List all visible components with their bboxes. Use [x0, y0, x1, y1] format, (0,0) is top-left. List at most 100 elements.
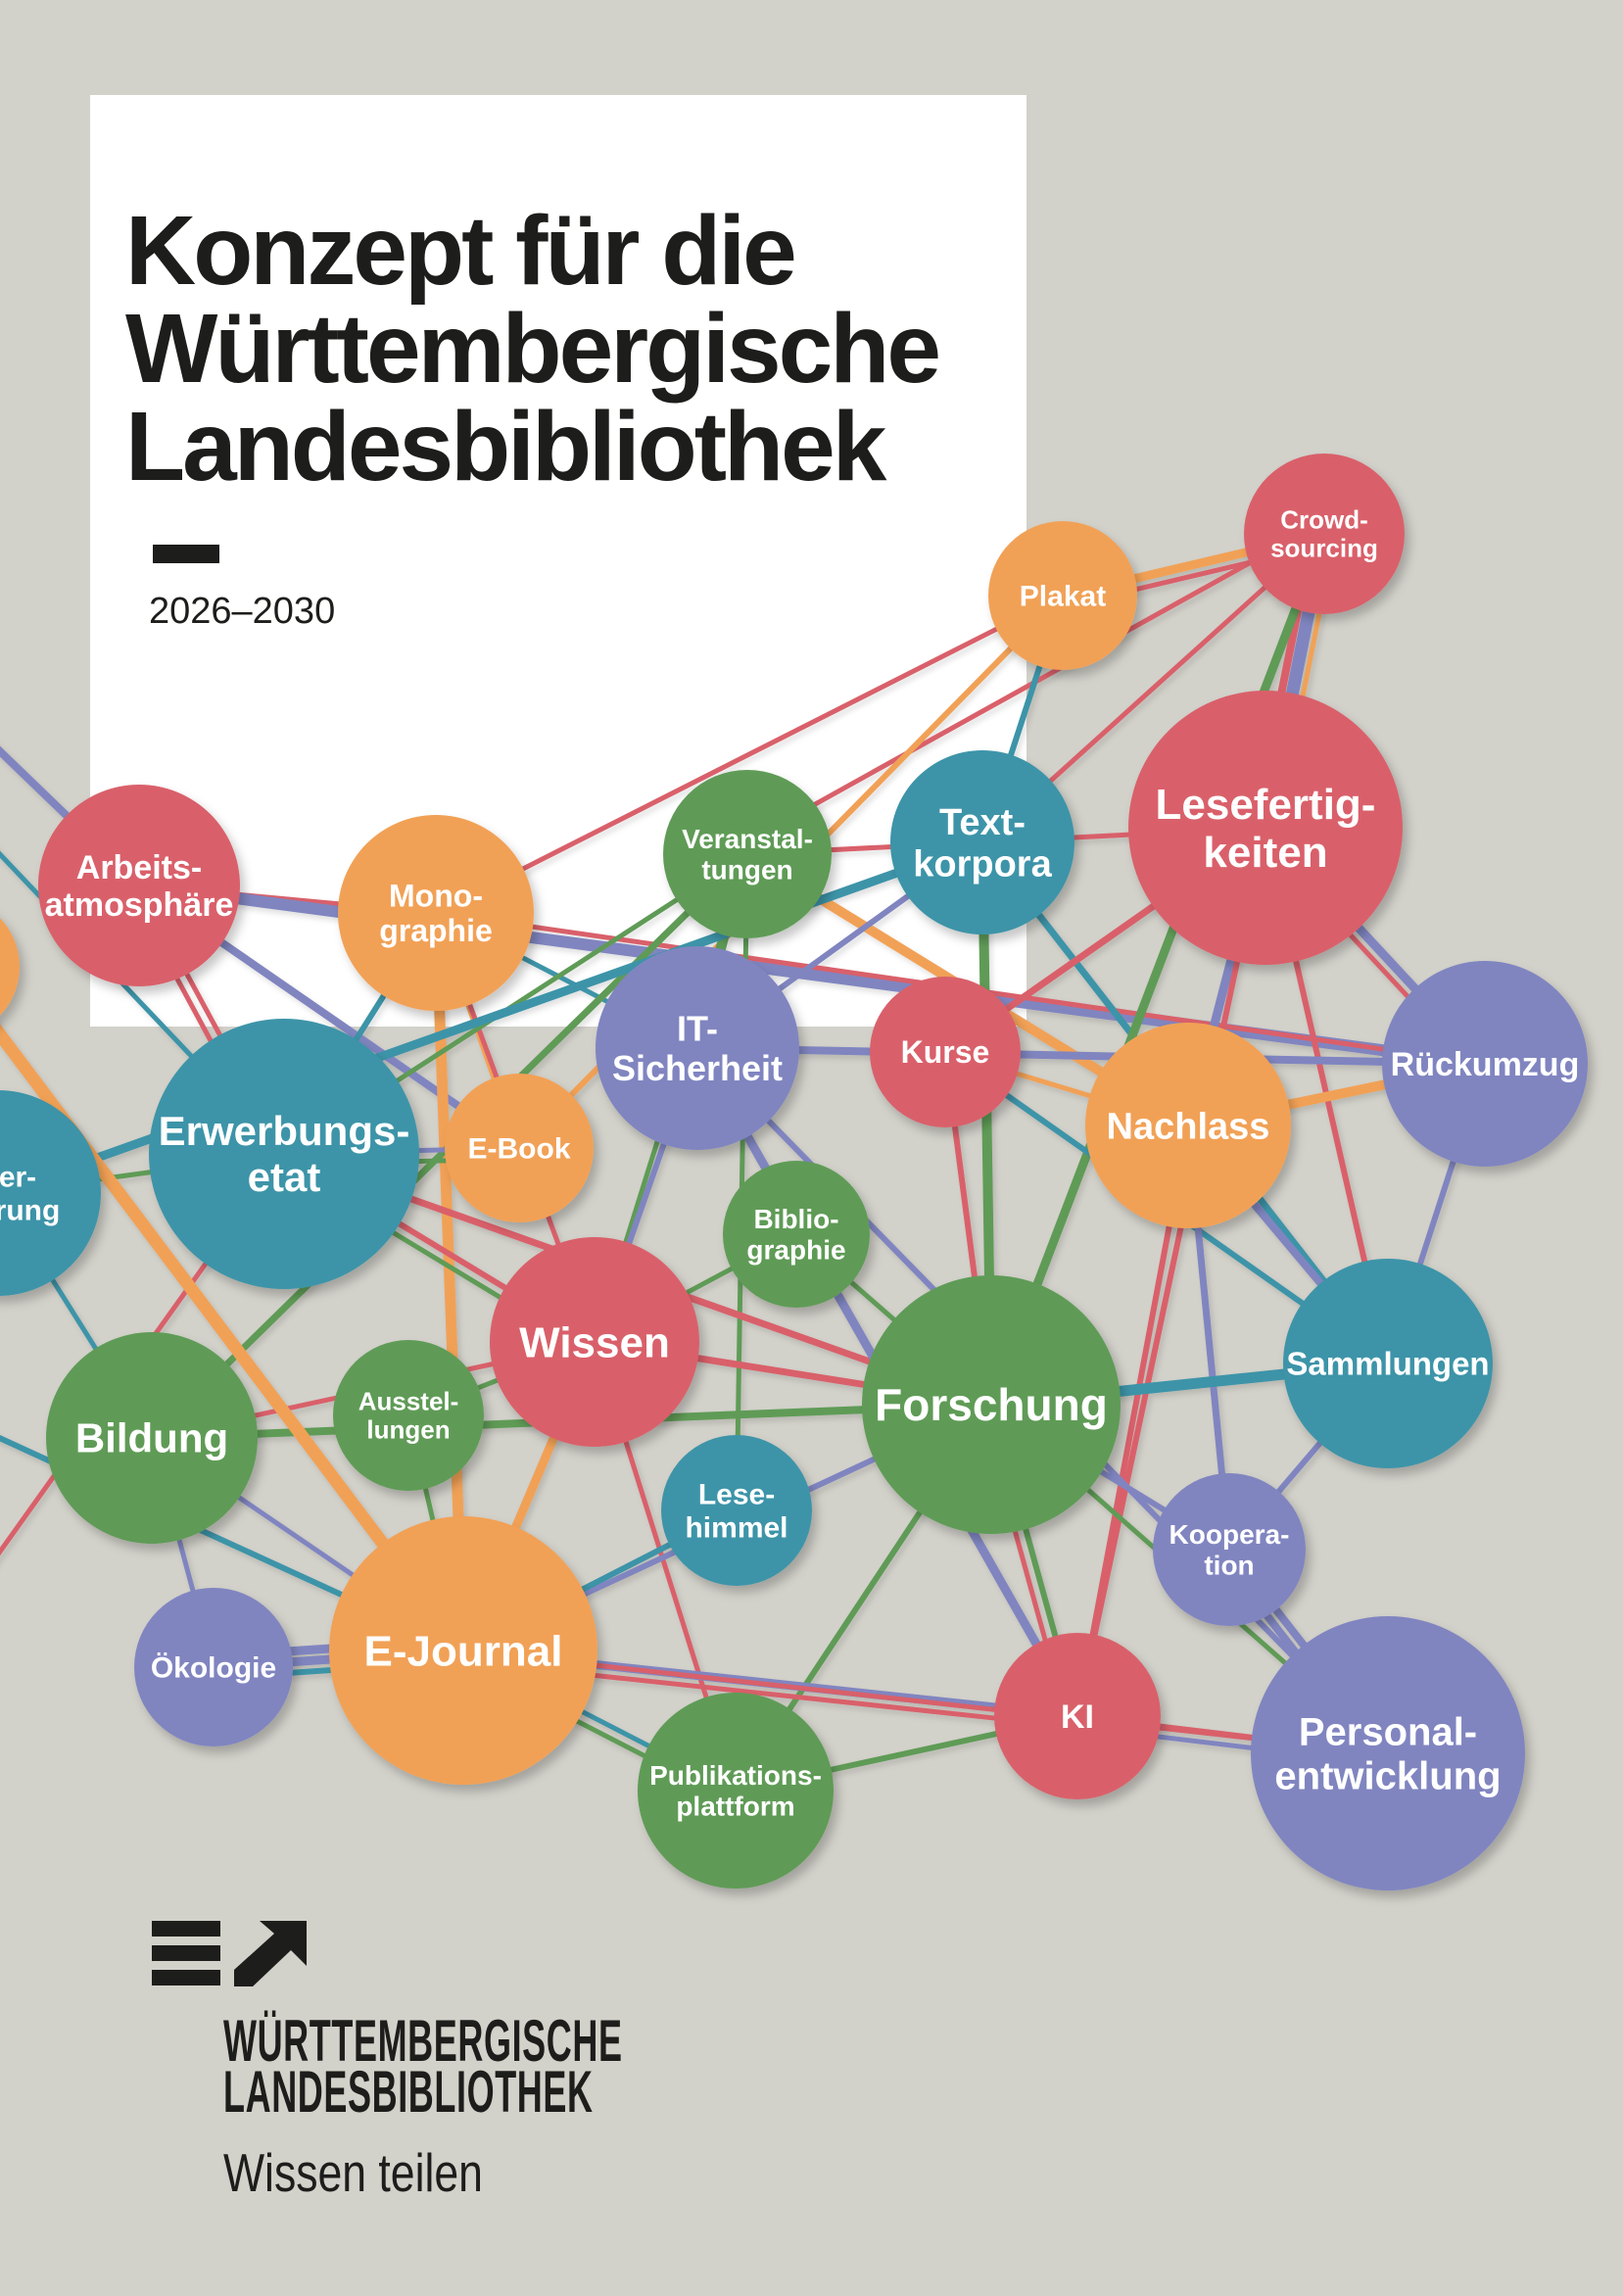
node-label-itsicherheit: IT-Sicherheit: [612, 1008, 783, 1087]
node-bildung: Bildung: [46, 1332, 258, 1544]
node-circle-nachlass: [1085, 1023, 1291, 1228]
node-label-kurse: Kurse: [901, 1034, 990, 1070]
node-crowdsourcing: Crowd-sourcing: [1244, 454, 1405, 614]
node-label-kooperation: Koopera-tion: [1170, 1519, 1290, 1580]
node-circle-itsicherheit: [596, 946, 799, 1150]
logo-bar-1: [152, 1921, 220, 1937]
node-plakat: Plakat: [988, 521, 1137, 670]
node-circle-crowdsourcing: [1244, 454, 1405, 614]
node-label-ausstellungen: Ausstel-lungen: [358, 1387, 459, 1445]
title-line-2: Württembergische: [125, 294, 941, 404]
node-lesefertigkeiten: Lesefertig-keiten: [1128, 691, 1403, 965]
node-label-veranstaltungen: Veranstal-tungen: [682, 824, 813, 885]
node-label-plakat: Plakat: [1020, 581, 1106, 613]
title-line-1: Konzept für die: [125, 196, 797, 306]
edge-forschung-crowdsourcing: [986, 532, 1329, 1407]
node-circle-forschung: [862, 1275, 1121, 1534]
node-sammlungen: Sammlungen: [1283, 1259, 1493, 1468]
node-label-wissen: Wissen: [519, 1318, 670, 1366]
node-ausstellungen: Ausstel-lungen: [333, 1340, 484, 1491]
node-label-personalentwicklung: Personal-entwicklung: [1274, 1711, 1501, 1798]
edge-crowdsourcing-veranstaltungen: [740, 522, 1320, 847]
node-circle-arbeitsatmosphaere: [38, 785, 240, 986]
node-nachlass: Nachlass: [1085, 1023, 1291, 1228]
node-circle-wissen: [490, 1237, 699, 1447]
node-label-sammlungen: Sammlungen: [1286, 1346, 1489, 1382]
node-label-lesefertigkeiten: Lesefertig-keiten: [1156, 781, 1376, 877]
node-circle-rueckumzug: [1382, 961, 1588, 1167]
org-name-line-1: WÜRTTEMBERGISCHE: [223, 2008, 623, 2074]
node-lesehimmel: Lese-himmel: [661, 1435, 812, 1586]
node-circle-ueberlieferung: [0, 1090, 101, 1296]
node-label-bildung: Bildung: [75, 1415, 228, 1461]
node-ki: KI: [994, 1633, 1161, 1799]
node-circle-kurse: [870, 977, 1021, 1127]
org-tagline: Wissen teilen: [223, 2142, 483, 2203]
node-circle-publikationsplattform: [638, 1693, 834, 1889]
node-label-ueberlieferung: Über-lieferung: [0, 1162, 60, 1227]
node-oekologie: Ökologie: [134, 1588, 293, 1746]
node-textkorpora: Text-korpora: [890, 750, 1074, 934]
node-circle-textkorpora: [890, 750, 1074, 934]
edge-lesefertigkeiten-ki: [1074, 827, 1268, 1717]
node-kurse: Kurse: [870, 977, 1021, 1127]
node-circle-personalentwicklung: [1251, 1616, 1525, 1890]
logo-bar-3: [152, 1970, 220, 1985]
node-circle-bildung: [46, 1332, 258, 1544]
node-circle-ki: [994, 1633, 1161, 1799]
node-circle-orange-partial: [0, 918, 20, 1016]
edge-plakat-monographie: [434, 593, 1065, 916]
node-monographie: Mono-graphie: [338, 815, 534, 1011]
poster-title: Konzept für die Württembergische Landesb…: [125, 202, 1007, 496]
title-dash: [153, 545, 219, 563]
node-label-monographie: Mono-graphie: [379, 878, 493, 948]
org-name-line-2: LANDESBIBLIOTHEK: [223, 2059, 594, 2125]
node-label-ejournal: E-Journal: [364, 1627, 563, 1675]
logo-bar-2: [152, 1945, 220, 1961]
node-label-publikationsplattform: Publikations-plattform: [649, 1760, 822, 1821]
node-ueberlieferung: Über-lieferung: [0, 1090, 101, 1296]
node-wissen: Wissen: [490, 1237, 699, 1447]
node-label-ki: KI: [1061, 1698, 1094, 1736]
node-bibliographie: Biblio-graphie: [723, 1161, 870, 1308]
node-label-forschung: Forschung: [875, 1379, 1108, 1430]
topic-bubbles: Plakat Crowd-sourcing Lesefertig-keiten Tex…: [0, 454, 1588, 1890]
node-personalentwicklung: Personal-entwicklung: [1251, 1616, 1525, 1890]
node-circle-ebook: [445, 1074, 594, 1222]
node-rueckumzug: Rückumzug: [1382, 961, 1588, 1167]
node-orange-partial: [0, 918, 20, 1016]
node-publikationsplattform: Publikations-plattform: [638, 1693, 834, 1889]
node-circle-lesefertigkeiten: [1128, 691, 1403, 965]
node-arbeitsatmosphaere: Arbeits-atmosphäre: [38, 785, 240, 986]
wlb-logo-icon: [152, 1921, 307, 1986]
node-circle-ejournal: [329, 1516, 597, 1785]
title-block: Konzept für die Württembergische Landesb…: [125, 202, 1007, 496]
node-veranstaltungen: Veranstal-tungen: [663, 770, 832, 938]
org-name: WÜRTTEMBERGISCHE LANDESBIBLIOTHEK: [223, 2012, 623, 2122]
node-circle-erwerbungsetat: [149, 1019, 419, 1289]
logo-arrow-ne-icon: [234, 1921, 307, 1986]
node-forschung: Forschung: [862, 1275, 1121, 1534]
node-circle-monographie: [338, 815, 534, 1011]
node-label-bibliographie: Biblio-graphie: [746, 1204, 845, 1265]
node-circle-kooperation: [1153, 1473, 1306, 1626]
node-ejournal: E-Journal: [329, 1516, 597, 1785]
node-label-ebook: E-Book: [468, 1133, 571, 1166]
node-label-crowdsourcing: Crowd-sourcing: [1270, 505, 1378, 563]
node-label-arbeitsatmosphaere: Arbeits-atmosphäre: [45, 849, 234, 924]
node-circle-plakat: [988, 521, 1137, 670]
node-circle-oekologie: [134, 1588, 293, 1746]
node-label-nachlass: Nachlass: [1107, 1106, 1270, 1147]
node-circle-ausstellungen: [333, 1340, 484, 1491]
poster-subtitle: 2026–2030: [149, 591, 336, 632]
node-label-oekologie: Ökologie: [151, 1652, 276, 1685]
node-itsicherheit: IT-Sicherheit: [596, 946, 799, 1150]
node-circle-sammlungen: [1283, 1259, 1493, 1468]
node-kooperation: Koopera-tion: [1153, 1473, 1306, 1626]
node-circle-bibliographie: [723, 1161, 870, 1308]
node-erwerbungsetat: Erwerbungs-etat: [149, 1019, 419, 1289]
node-label-rueckumzug: Rückumzug: [1391, 1046, 1580, 1083]
node-circle-veranstaltungen: [663, 770, 832, 938]
